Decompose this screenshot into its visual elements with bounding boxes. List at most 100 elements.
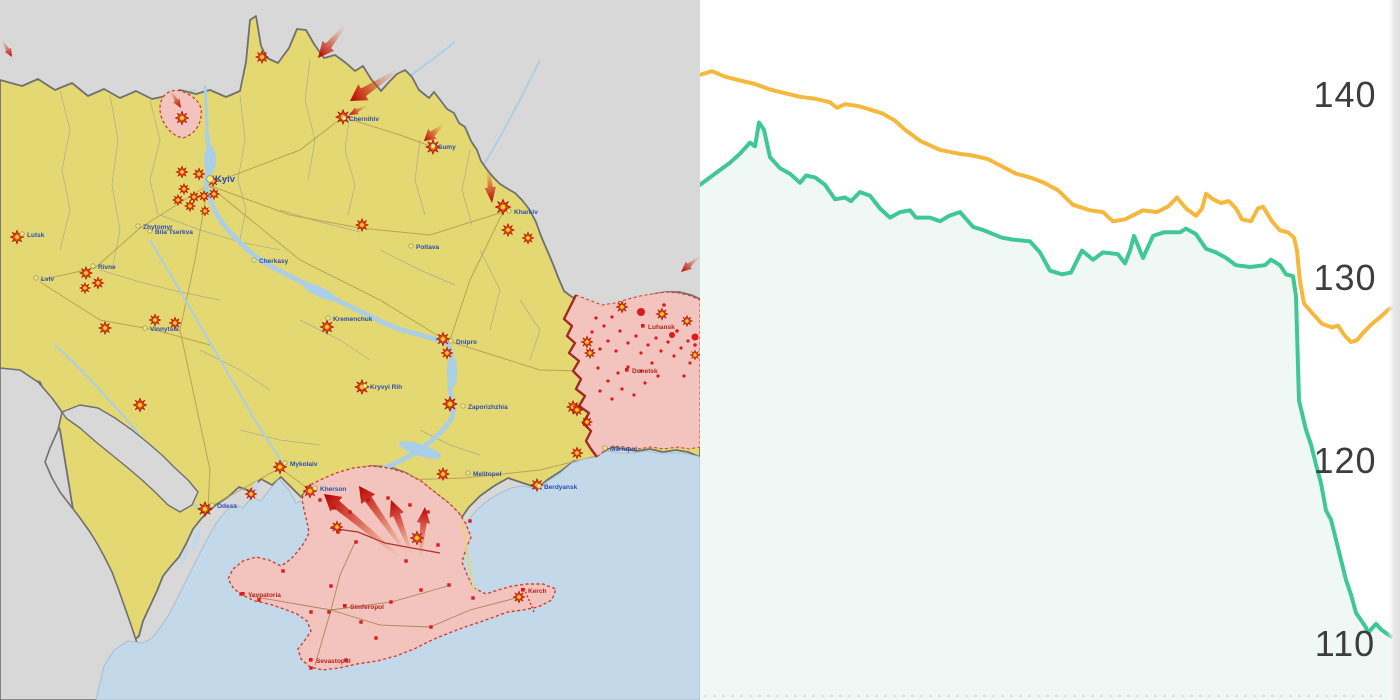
town-marker [594, 316, 598, 320]
town-marker [693, 343, 697, 347]
explosion-icon [174, 110, 190, 126]
y-axis-label: 130 [1313, 257, 1376, 298]
attack-arrow [681, 255, 700, 272]
town-marker [639, 351, 643, 355]
city-marker [448, 338, 454, 344]
town-marker [637, 308, 645, 316]
town-marker [669, 332, 675, 338]
explosion-icon [91, 276, 105, 290]
city-label: Donetsk [632, 368, 658, 375]
city-label: Kherson [320, 486, 346, 493]
explosion-icon [199, 205, 211, 217]
explosion-icon [615, 300, 629, 314]
town-marker [610, 397, 614, 401]
explosion-icon [178, 183, 190, 195]
city-label: Kryvyi Rih [370, 384, 402, 391]
explosion-icon [521, 231, 535, 245]
explosion-icon [172, 194, 184, 206]
attack-arrow [169, 89, 181, 108]
attack-arrow [424, 123, 445, 141]
series-orange-line [700, 69, 1397, 345]
explosion-icon [501, 223, 515, 237]
town-marker [643, 381, 647, 385]
city-label: Vinnytsia [150, 326, 179, 333]
town-marker [596, 366, 600, 370]
explosion-icon [435, 331, 451, 347]
explosion-icon [442, 396, 458, 412]
attack-arrow [416, 507, 431, 560]
city-marker [521, 588, 525, 592]
town-marker [309, 610, 313, 614]
town-marker [598, 347, 602, 351]
city-label: Kerch [528, 588, 546, 595]
city-label: Odesa [217, 503, 237, 510]
town-marker [659, 349, 663, 353]
town-marker [318, 498, 322, 502]
town-marker [682, 374, 686, 378]
city-marker [33, 275, 39, 281]
city-label: Bila Tserkva [155, 229, 193, 236]
city-marker [408, 243, 414, 249]
city-label: Lutsk [27, 232, 45, 239]
city-label: Zhytomyr [143, 224, 173, 231]
y-axis-label: 120 [1313, 440, 1376, 481]
city-marker [341, 115, 347, 121]
town-marker [618, 329, 622, 333]
occupied-donbas [563, 291, 700, 458]
town-marker [654, 336, 658, 340]
town-marker [614, 349, 618, 353]
explosion-icon [512, 590, 526, 604]
city-label: Mykolaiv [290, 461, 318, 468]
city-label: Yevpatoria [248, 592, 281, 599]
town-marker [666, 340, 670, 344]
explosion-icon [570, 446, 584, 460]
explosion-icon [148, 313, 162, 327]
city-marker [206, 175, 214, 183]
town-marker [471, 596, 475, 600]
town-marker [675, 329, 679, 333]
town-marker [404, 559, 408, 563]
city-marker [147, 228, 153, 234]
attack-arrow [318, 25, 346, 58]
city-label: Berdyansk [544, 484, 578, 491]
city-marker [536, 483, 542, 489]
town-marker [429, 625, 433, 629]
price-chart: 140 130 120 110 [700, 0, 1400, 700]
city-labels-layer: Kyiv Chernihiv Sumy Kharkiv Poltava Cherkasy B… [19, 115, 675, 665]
city-label: Melitopol [473, 471, 502, 478]
town-marker [679, 346, 683, 350]
town-marker [419, 588, 423, 592]
explosion-icon [436, 467, 450, 481]
y-axis-label: 110 [1315, 623, 1375, 664]
reservoirs [204, 146, 457, 459]
town-markers-layer [239, 303, 699, 670]
explosion-icon [79, 266, 93, 280]
explosion-icon [581, 416, 593, 428]
city-marker [325, 315, 331, 321]
town-marker [616, 371, 620, 375]
explosion-icon [409, 530, 425, 546]
town-marker [626, 341, 630, 345]
town-marker [598, 389, 602, 393]
city-marker [135, 223, 141, 229]
city-label: Chernihiv [349, 116, 379, 123]
town-marker [309, 666, 313, 670]
explosion-icon [689, 349, 700, 361]
city-marker [641, 324, 645, 328]
town-marker [662, 303, 666, 307]
town-marker [602, 324, 606, 328]
town-marker [620, 387, 624, 391]
city-marker [625, 368, 629, 372]
town-marker [436, 543, 440, 547]
oblast-borders [59, 59, 541, 456]
attack-arrow [359, 486, 407, 554]
donbas-front-line [562, 294, 598, 458]
town-marker [672, 354, 676, 358]
explosion-icon [132, 397, 148, 413]
city-label: Kyiv [215, 174, 236, 185]
town-marker [650, 361, 654, 365]
town-marker [344, 658, 348, 662]
explosion-icon [184, 200, 196, 212]
city-marker [465, 470, 471, 476]
